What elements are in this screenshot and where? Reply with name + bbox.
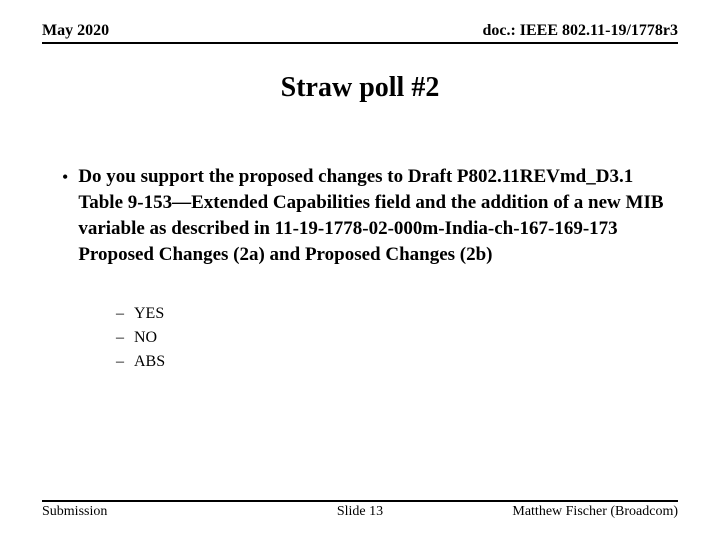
slide: May 2020 doc.: IEEE 802.11-19/1778r3 Str…: [0, 0, 720, 540]
bullet-text: Do you support the proposed changes to D…: [78, 164, 678, 268]
list-item: – YES: [116, 302, 678, 326]
list-item: – NO: [116, 326, 678, 350]
option-label: NO: [134, 326, 157, 350]
option-label: YES: [134, 302, 164, 326]
dash-icon: –: [116, 326, 124, 350]
slide-footer: Submission Slide 13 Matthew Fischer (Bro…: [42, 500, 678, 520]
dash-icon: –: [116, 302, 124, 326]
slide-title: Straw poll #2: [42, 72, 678, 104]
header-date: May 2020: [42, 22, 109, 40]
footer-slide-number: Slide 13: [337, 504, 383, 520]
options-list: – YES – NO – ABS: [60, 302, 678, 374]
bullet-marker-icon: •: [62, 164, 68, 190]
list-item: – ABS: [116, 350, 678, 374]
footer-left: Submission: [42, 504, 107, 520]
footer-author: Matthew Fischer (Broadcom): [512, 504, 678, 520]
header-doc-id: doc.: IEEE 802.11-19/1778r3: [482, 22, 678, 40]
bullet-item: • Do you support the proposed changes to…: [60, 164, 678, 268]
slide-body: • Do you support the proposed changes to…: [42, 164, 678, 374]
slide-header: May 2020 doc.: IEEE 802.11-19/1778r3: [42, 22, 678, 44]
dash-icon: –: [116, 350, 124, 374]
option-label: ABS: [134, 350, 165, 374]
